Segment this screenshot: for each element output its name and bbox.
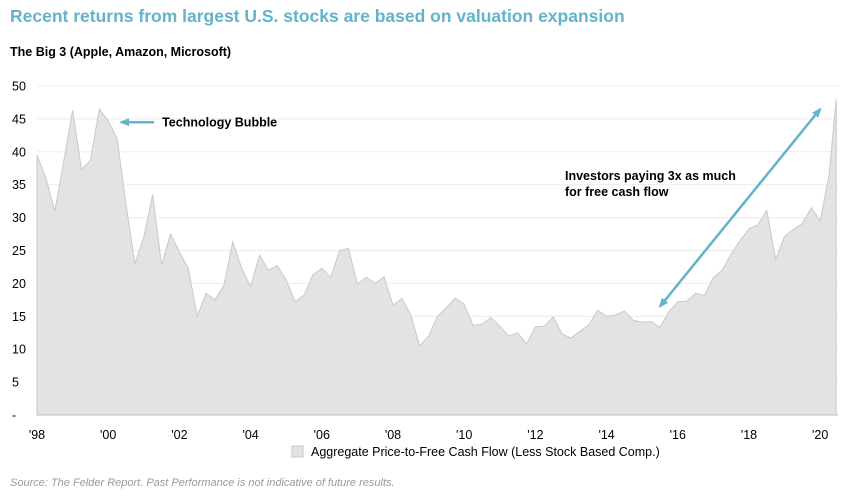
annotation-line: Investors paying 3x as much bbox=[565, 169, 736, 183]
legend: Aggregate Price-to-Free Cash Flow (Less … bbox=[291, 445, 660, 459]
y-tick-label: 30 bbox=[12, 211, 26, 225]
x-tick-label: '00 bbox=[100, 428, 116, 442]
y-tick-label: 50 bbox=[12, 80, 26, 94]
chart-subtitle: The Big 3 (Apple, Amazon, Microsoft) bbox=[10, 45, 232, 59]
area-series-price-to-fcf bbox=[36, 99, 837, 416]
series-area bbox=[36, 99, 837, 416]
x-tick-label: '04 bbox=[242, 428, 258, 442]
x-tick-label: '08 bbox=[385, 428, 401, 442]
y-tick-label: 35 bbox=[12, 178, 26, 192]
y-tick-label: 20 bbox=[12, 277, 26, 291]
y-tick-label: 40 bbox=[12, 145, 26, 159]
arrow-valuation-expansion bbox=[658, 107, 822, 308]
annotations: Technology Bubble Investors paying 3x as … bbox=[119, 107, 822, 308]
x-tick-label: '20 bbox=[812, 428, 828, 442]
x-tick-label: '14 bbox=[598, 428, 614, 442]
annotation-line: for free cash flow bbox=[565, 185, 669, 199]
x-tick-label: '98 bbox=[29, 428, 45, 442]
y-tick-label: 5 bbox=[12, 376, 19, 390]
x-tick-label: '16 bbox=[670, 428, 686, 442]
source-note: Source: The Felder Report. Past Performa… bbox=[10, 477, 395, 489]
y-tick-label: 25 bbox=[12, 244, 26, 258]
x-tick-label: '18 bbox=[741, 428, 757, 442]
y-tick-label: 15 bbox=[12, 310, 26, 324]
legend-label: Aggregate Price-to-Free Cash Flow (Less … bbox=[311, 445, 660, 459]
x-tick-label: '12 bbox=[527, 428, 543, 442]
legend-swatch bbox=[291, 445, 304, 458]
annotation-technology-bubble: Technology Bubble bbox=[162, 116, 277, 130]
y-tick-label: - bbox=[12, 409, 16, 423]
x-tick-label: '10 bbox=[456, 428, 472, 442]
x-tick-label: '06 bbox=[314, 428, 330, 442]
x-tick-label: '02 bbox=[171, 428, 187, 442]
chart-title: Recent returns from largest U.S. stocks … bbox=[10, 6, 625, 26]
annotation-investors-paying: Investors paying 3x as much for free cash… bbox=[565, 169, 736, 199]
y-tick-label: 10 bbox=[12, 343, 26, 357]
axes: - 5 10 15 20 25 30 35 40 45 50 '98 '00 '02 '04 '06 '08 '1… bbox=[12, 80, 838, 442]
y-tick-label: 45 bbox=[12, 112, 26, 126]
